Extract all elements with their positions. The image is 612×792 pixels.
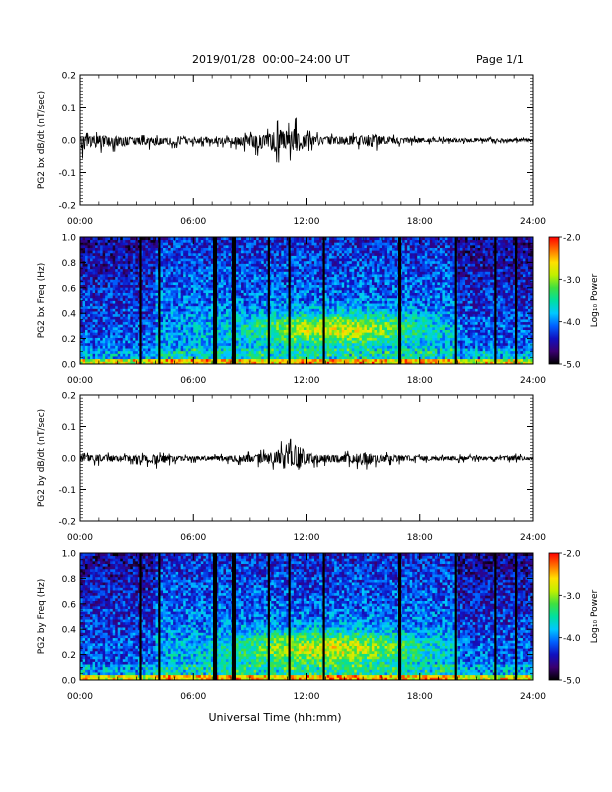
y-tick-label: 0.0 (62, 455, 77, 465)
x-tick-label: 00:00 (67, 533, 93, 543)
data-gap-10 (398, 237, 402, 364)
x-tick-label: 24:00 (520, 533, 546, 543)
x-tick-label: 12:00 (294, 692, 320, 702)
y-tick-label: 0.1 (62, 423, 76, 433)
data-gap-3 (214, 237, 218, 364)
x-tick-label: 18:00 (407, 217, 433, 227)
data-gap-5 (233, 553, 236, 680)
y-tick-label: 1.0 (62, 234, 77, 244)
spectrogram-1 (80, 237, 534, 365)
data-gap-13 (515, 237, 518, 364)
data-gap-12 (494, 237, 497, 364)
x-tick-label: 06:00 (180, 692, 206, 702)
x-tick-label: 24:00 (520, 692, 546, 702)
colorbar-label: Log₁₀ Power (590, 590, 600, 644)
y-axis-label: PG2 by Freq (Hz) (37, 579, 47, 655)
colorbar-tick-label: -2.0 (563, 234, 581, 244)
y-tick-label: 0.6 (62, 284, 77, 294)
y-tick-label: -0.2 (58, 518, 76, 528)
data-gap-13 (515, 553, 518, 680)
colorbar-tick-label: -3.0 (563, 276, 581, 286)
dbdt-trace (79, 438, 534, 470)
x-tick-label: 12:00 (294, 533, 320, 543)
colorbar (548, 236, 560, 365)
data-gap-1 (158, 553, 161, 680)
colorbar-tick-label: -2.0 (563, 550, 581, 560)
x-tick-label: 06:00 (180, 533, 206, 543)
y-tick-label: 0.0 (62, 137, 77, 147)
data-gap-11 (454, 553, 457, 680)
plot-title: 2019/01/28 00:00–24:00 UT (192, 53, 350, 66)
y-tick-label: 0.4 (62, 310, 77, 320)
colorbar-tick-label: -5.0 (563, 361, 581, 371)
y-tick-label: 0.8 (62, 575, 77, 585)
data-gap-4 (231, 553, 235, 680)
data-gap-4 (231, 237, 235, 364)
y-axis-label: PG2 bx Freq (Hz) (37, 263, 47, 339)
y-tick-label: 0.2 (62, 392, 76, 402)
x-tick-label: 12:00 (294, 217, 320, 227)
data-gap-1 (158, 237, 161, 364)
data-gap-10 (398, 553, 402, 680)
y-tick-label: 0.0 (62, 677, 77, 687)
x-tick-label: 18:00 (407, 692, 433, 702)
data-gap-3 (214, 553, 218, 680)
data-gap-0 (139, 553, 142, 680)
data-gap-8 (322, 237, 325, 364)
x-tick-label: 00:00 (67, 217, 93, 227)
y-tick-label: 0.2 (62, 651, 76, 661)
trace-group-2 (79, 438, 534, 470)
data-gap-0 (139, 237, 142, 364)
colorbar (548, 552, 560, 681)
y-axis-label: PG2 by dB/dt (nT/sec) (37, 409, 47, 507)
data-gap-8 (322, 553, 325, 680)
y-tick-label: 0.0 (62, 361, 77, 371)
y-tick-label: 0.1 (62, 104, 76, 114)
x-tick-label: 18:00 (407, 533, 433, 543)
y-tick-label: 0.8 (62, 259, 77, 269)
x-tick-label: 24:00 (520, 376, 546, 386)
data-gap-7 (288, 553, 291, 680)
data-gap-2 (213, 553, 216, 680)
y-tick-label: -0.1 (58, 486, 76, 496)
colorbar-tick-label: -3.0 (563, 592, 581, 602)
x-tick-label: 06:00 (180, 376, 206, 386)
time-axis-label: Universal Time (hh:mm) (209, 711, 342, 724)
x-tick-label: 00:00 (67, 692, 93, 702)
x-tick-label: 24:00 (520, 217, 546, 227)
data-gap-12 (494, 553, 497, 680)
colorbar-label: Log₁₀ Power (590, 274, 600, 328)
y-tick-label: 0.4 (62, 626, 77, 636)
x-tick-label: 12:00 (294, 376, 320, 386)
dbdt-trace (79, 117, 534, 163)
y-axis-label: PG2 bx dB/dt (nT/sec) (37, 91, 47, 189)
colorbar-tick-label: -5.0 (563, 677, 581, 687)
x-tick-label: 06:00 (180, 217, 206, 227)
trace-group-0 (79, 117, 534, 163)
y-tick-label: 1.0 (62, 550, 77, 560)
colorbar-tick-label: -4.0 (563, 318, 581, 328)
data-gap-2 (213, 237, 216, 364)
y-tick-label: -0.2 (58, 202, 76, 212)
y-tick-label: -0.1 (58, 169, 76, 179)
data-gap-6 (267, 237, 270, 364)
x-tick-label: 18:00 (407, 376, 433, 386)
colorbar-tick-label: -4.0 (563, 634, 581, 644)
y-tick-label: 0.2 (62, 72, 76, 82)
y-tick-label: 0.2 (62, 335, 76, 345)
spectrogram-3 (80, 553, 534, 681)
data-gap-5 (233, 237, 236, 364)
data-gap-7 (288, 237, 291, 364)
x-tick-label: 00:00 (67, 376, 93, 386)
data-gap-11 (454, 237, 457, 364)
page-indicator: Page 1/1 (476, 53, 524, 66)
y-tick-label: 0.6 (62, 600, 77, 610)
data-gap-6 (267, 553, 270, 680)
